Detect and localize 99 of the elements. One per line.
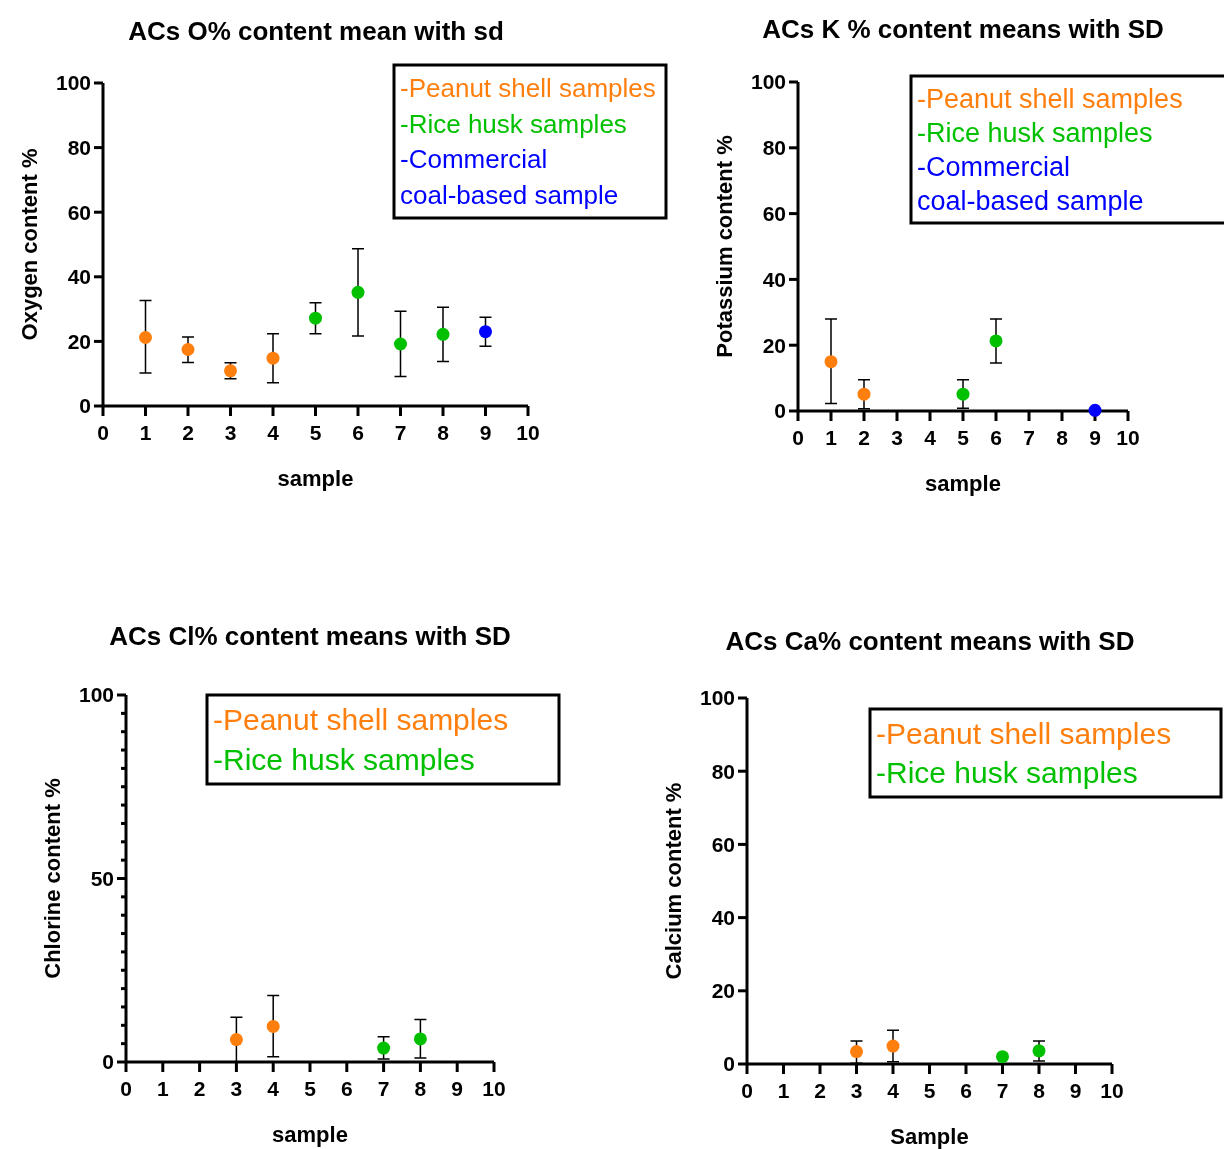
y-tick-label: 0	[79, 394, 91, 418]
point	[266, 351, 280, 365]
point	[181, 342, 195, 356]
point	[989, 334, 1003, 348]
x-tick-label: 0	[741, 1079, 753, 1102]
text: -Rice husk samples	[876, 756, 1138, 789]
y-tick-label: 40	[762, 267, 786, 291]
point	[139, 331, 152, 345]
y-tick-label: 80	[762, 136, 786, 160]
x-tick-label: 1	[139, 421, 152, 444]
x-tick-label: 0	[120, 1077, 132, 1100]
text: -Rice husk samples	[213, 742, 475, 776]
x-tick-label: 10	[1100, 1079, 1124, 1102]
x-tick-label: 8	[437, 421, 450, 444]
x-tick-label: 6	[352, 421, 364, 444]
x-tick-label: 8	[414, 1077, 427, 1100]
x-tick-label: 5	[304, 1077, 317, 1100]
point	[436, 327, 450, 341]
text: -Peanut shell samples	[876, 717, 1172, 750]
x-tick-label: 9	[479, 421, 492, 444]
x-tick-label: 1	[156, 1077, 169, 1100]
y-tick-label: 100	[78, 683, 114, 707]
y-tick-label: 0	[102, 1050, 114, 1074]
point	[479, 325, 492, 339]
text: -Rice husk samples	[400, 108, 627, 139]
x-tick-label: 10	[516, 421, 540, 444]
y-axis-title: Oxygen content %	[17, 148, 42, 341]
y-tick-label: 40	[711, 905, 735, 929]
x-tick-label: 1	[825, 426, 838, 449]
point	[824, 355, 838, 369]
x-tick-label: 3	[230, 1077, 243, 1100]
x-tick-label: 2	[193, 1077, 206, 1100]
chart-title: ACs Cl% content means with SD	[109, 621, 511, 651]
text: -Rice husk samples	[917, 117, 1153, 148]
x-tick-label: 4	[887, 1079, 900, 1102]
point	[309, 311, 322, 325]
x-tick-label: 3	[224, 421, 237, 444]
y-tick-label: 20	[762, 333, 786, 357]
chart-title: ACs Ca% content means with SD	[725, 626, 1135, 656]
x-tick-label: 10	[482, 1077, 506, 1100]
y-tick-label: 80	[711, 759, 735, 783]
x-tick-label: 3	[850, 1079, 863, 1102]
y-tick-label: 60	[762, 201, 786, 225]
x-tick-label: 10	[1116, 426, 1140, 449]
text: -Peanut shell samples	[400, 72, 656, 103]
x-tick-label: 5	[923, 1079, 936, 1102]
point	[351, 285, 365, 299]
x-tick-label: 2	[814, 1079, 826, 1102]
y-tick-label: 50	[90, 866, 114, 890]
text: -Peanut shell samples	[213, 703, 509, 737]
y-tick-label: 100	[699, 686, 735, 710]
x-tick-label: 7	[394, 421, 407, 444]
x-tick-label: 4	[924, 426, 937, 449]
text: -Commercial coal-based sample	[917, 152, 1144, 217]
x-tick-label: 7	[1023, 426, 1035, 449]
x-tick-label: 7	[377, 1077, 390, 1100]
x-tick-label: 3	[891, 426, 903, 449]
x-tick-label: 9	[1089, 426, 1101, 449]
x-axis-title: sample	[925, 471, 1001, 496]
y-tick-label: 80	[67, 135, 91, 159]
point	[857, 387, 871, 401]
y-tick-label: 60	[711, 832, 735, 856]
x-tick-label: 6	[960, 1079, 972, 1102]
y-tick-label: 20	[711, 979, 735, 1003]
text: -Peanut shell samples	[917, 83, 1183, 114]
x-tick-label: 5	[957, 426, 970, 449]
x-axis-title: sample	[277, 466, 354, 491]
x-tick-label: 2	[858, 426, 870, 449]
y-tick-label: 40	[67, 265, 91, 289]
y-tick-label: 20	[67, 329, 91, 353]
y-tick-label: 100	[750, 70, 786, 94]
y-tick-label: 60	[67, 200, 91, 224]
point	[956, 387, 970, 401]
x-tick-label: 1	[777, 1079, 790, 1102]
y-tick-label: 0	[774, 399, 786, 423]
x-tick-label: 4	[267, 421, 280, 444]
y-tick-label: 100	[55, 71, 91, 95]
x-axis-title: sample	[272, 1122, 348, 1147]
y-axis-title: Potassium content %	[712, 135, 737, 358]
text: -Commercial coal-based sample	[400, 144, 619, 211]
x-tick-label: 9	[1069, 1079, 1082, 1102]
x-tick-label: 2	[182, 421, 194, 444]
y-axis-title: Chlorine content %	[40, 778, 65, 979]
x-tick-label: 8	[1033, 1079, 1046, 1102]
x-tick-label: 6	[340, 1077, 353, 1100]
point	[394, 337, 407, 351]
x-tick-label: 0	[792, 426, 804, 449]
x-tick-label: 5	[309, 421, 322, 444]
y-axis-title: Calcium content %	[661, 782, 686, 980]
x-tick-label: 4	[267, 1077, 280, 1100]
x-tick-label: 9	[451, 1077, 464, 1100]
x-tick-label: 7	[996, 1079, 1009, 1102]
x-tick-label: 8	[1056, 426, 1069, 449]
x-tick-label: 6	[990, 426, 1002, 449]
y-tick-label: 0	[723, 1052, 735, 1076]
point	[1088, 403, 1102, 417]
chart-title: ACs O% content mean with sd	[128, 16, 504, 46]
chart-title: ACs K % content means with SD	[762, 14, 1164, 44]
x-axis-title: Sample	[890, 1124, 969, 1149]
